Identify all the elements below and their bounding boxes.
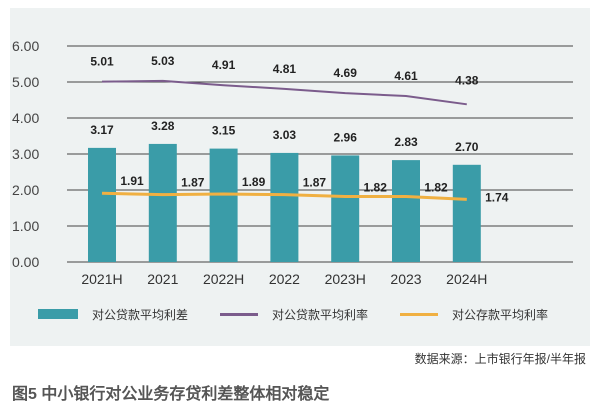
line-data-label: 1.82 [364,180,388,194]
y-tick-label: 0.00 [12,254,39,270]
x-tick-label: 2023 [390,271,421,287]
legend-label: 对公贷款平均利差 [92,307,189,322]
y-tick-label: 3.00 [12,146,39,162]
line-data-label: 4.61 [394,69,418,83]
bar-data-label: 2.70 [455,140,479,154]
line-data-label: 4.38 [455,73,479,87]
bar [88,147,116,262]
legend-item-spread: 对公贷款平均利差 [38,304,188,324]
legend-label: 对公存款平均利率 [452,307,549,322]
x-tick-label: 2022H [203,271,244,287]
y-tick-label: 5.00 [12,74,39,90]
line-data-label: 5.03 [151,54,175,68]
line-data-label: 4.81 [273,62,297,76]
line-data-label: 4.91 [212,58,236,72]
line-data-label: 1.87 [303,176,327,190]
y-tick-label: 4.00 [12,110,39,126]
x-tick-label: 2021H [81,271,122,287]
y-tick-label: 6.00 [12,38,39,54]
legend-item-deposit-rate: 对公存款平均利率 [400,304,548,324]
line-data-label: 1.87 [181,176,205,190]
line-data-label: 5.01 [90,55,114,69]
x-tick-label: 2021 [147,271,178,287]
x-tick-label: 2023H [325,271,366,287]
bar-data-label: 2.83 [394,135,418,149]
y-tick-label: 1.00 [12,218,39,234]
x-tick-label: 2024H [446,271,487,287]
legend-swatch-line [400,312,438,316]
line-data-label: 1.74 [485,190,509,204]
figure-caption: 图5 中小银行对公业务存贷利差整体相对稳定 [12,386,330,403]
legend-label: 对公贷款平均利率 [272,307,369,322]
bar [148,143,177,262]
bar [331,155,360,262]
bar [452,164,481,262]
y-tick-label: 2.00 [12,182,39,198]
legend-swatch-bar [38,309,78,319]
bar [209,148,238,262]
bar-data-label: 2.96 [334,130,358,144]
series-line [101,191,467,201]
legend-swatch-line [220,312,258,316]
data-source: 数据来源：上市银行年报/半年报 [414,352,586,366]
x-tick-label: 2022 [269,271,300,287]
line-data-label: 1.91 [120,174,144,188]
legend: 对公贷款平均利差 对公贷款平均利率 对公存款平均利率 [10,304,590,324]
bar-data-label: 3.15 [212,124,236,138]
bar-data-label: 3.28 [151,119,175,133]
line-data-label: 1.89 [242,175,266,189]
legend-item-loan-rate: 对公贷款平均利率 [220,304,368,324]
bar-data-label: 3.17 [90,123,114,137]
series-line [101,79,467,106]
bar [392,160,420,262]
line-data-label: 4.69 [334,66,358,80]
bar [270,152,299,262]
chart: 0.00 1.00 2.00 3.00 4.00 5.00 6.00 3.17 3.28 3.15… [12,38,573,287]
bar-data-label: 3.03 [273,128,297,142]
line-data-label: 1.82 [424,180,448,194]
